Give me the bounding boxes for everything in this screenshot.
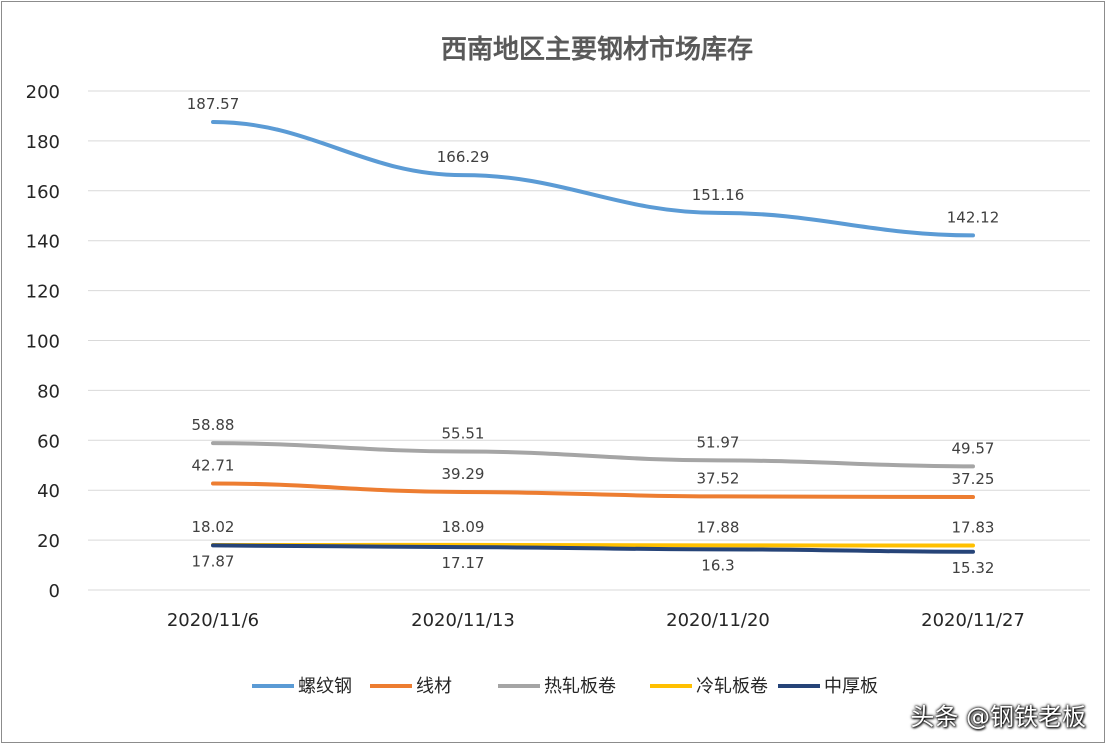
data-label: 42.71 (192, 456, 235, 474)
series-line-1 (211, 481, 975, 500)
data-label: 17.87 (192, 552, 235, 570)
legend-item-label: 螺纹钢 (298, 676, 352, 697)
legend-item-label: 中厚板 (824, 676, 878, 697)
y-tick-label: 180 (26, 132, 60, 153)
y-tick-label: 0 (49, 581, 60, 602)
series-line-4 (211, 543, 975, 554)
y-tick-label: 200 (26, 82, 60, 103)
data-label: 18.09 (442, 518, 485, 536)
data-label: 15.32 (952, 559, 995, 577)
data-label: 51.97 (697, 433, 740, 451)
series-line-2 (211, 441, 975, 469)
legend-item-label: 热轧板卷 (544, 676, 616, 697)
data-label: 166.29 (437, 148, 490, 166)
legend: 螺纹钢 线材 热轧板卷 冷轧板卷 中厚板 (252, 676, 878, 697)
legend-item-label: 线材 (416, 676, 452, 697)
y-tick-label: 60 (37, 431, 60, 452)
y-axis: 0 20 40 60 80 100 120 140 160 180 200 (26, 82, 60, 602)
series-line-0 (211, 120, 975, 238)
x-tick-label: 2020/11/20 (666, 610, 770, 631)
data-label: 17.83 (952, 519, 995, 537)
y-tick-label: 80 (37, 381, 60, 402)
data-label: 17.88 (697, 518, 740, 536)
data-label: 187.57 (187, 95, 240, 113)
data-label: 142.12 (947, 208, 1000, 226)
data-label: 37.25 (952, 470, 995, 488)
x-axis: 2020/11/6 2020/11/13 2020/11/20 2020/11/27 (167, 610, 1025, 631)
data-label: 18.02 (192, 518, 235, 536)
data-label: 151.16 (692, 186, 745, 204)
x-tick-label: 2020/11/6 (167, 610, 259, 631)
data-label: 55.51 (442, 425, 485, 443)
data-label: 58.88 (192, 416, 235, 434)
data-label: 49.57 (952, 439, 995, 457)
x-tick-label: 2020/11/13 (411, 610, 515, 631)
y-tick-label: 140 (26, 232, 60, 253)
chart-title: 西南地区主要钢材市场库存 (441, 34, 753, 65)
data-label: 39.29 (442, 465, 485, 483)
series-lines (211, 120, 975, 554)
y-tick-label: 40 (37, 481, 60, 502)
legend-item-label: 冷轧板卷 (696, 676, 768, 697)
y-tick-label: 20 (37, 531, 60, 552)
data-label: 16.3 (701, 556, 734, 574)
grid-lines (88, 90, 1090, 591)
x-tick-label: 2020/11/27 (921, 610, 1025, 631)
y-tick-label: 100 (26, 332, 60, 353)
y-tick-label: 120 (26, 282, 60, 303)
data-label: 37.52 (697, 469, 740, 487)
y-tick-label: 160 (26, 182, 60, 203)
data-label: 17.17 (442, 554, 485, 572)
data-labels: 187.57 166.29 151.16 142.12 42.71 39.29 37.52 3… (187, 95, 1000, 577)
watermark: 头条 @钢铁老板 (910, 703, 1086, 731)
